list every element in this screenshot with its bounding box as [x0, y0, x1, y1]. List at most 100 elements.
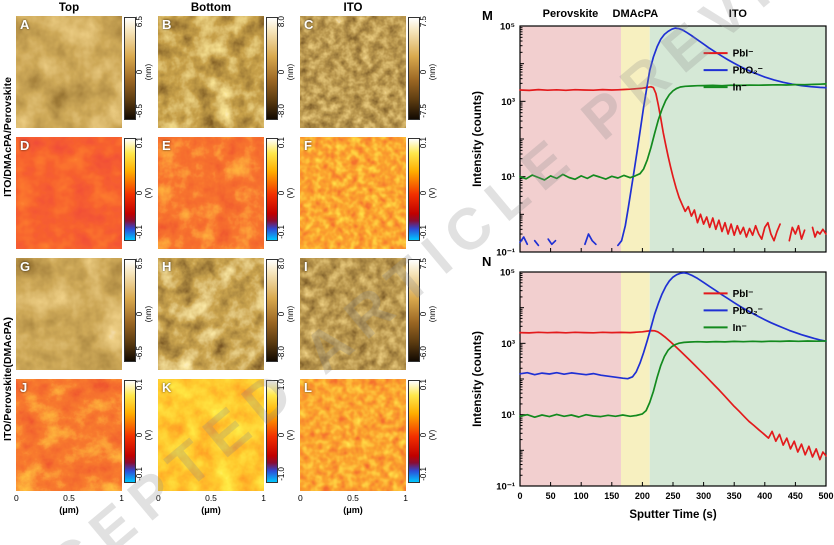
colorbar-unit-label: (nm)	[144, 305, 153, 323]
colorbar-min-label: -6.5	[135, 346, 144, 360]
afm-grid: A 6.5 0 -6.5 (nm) B 8.0 0 -8.0 (nm) C 7.5 0 -7.5 (nm) D…	[16, 16, 442, 500]
afm-panel-F: F 0.1 0 -0.1 (V)	[300, 137, 442, 258]
colorbar-unit-label: (nm)	[428, 305, 437, 323]
y-tick-label: 10⁻¹	[496, 248, 515, 259]
scan-axis-col-0: 0 0.5 1 (μm)	[14, 493, 124, 523]
panel-letter-J: J	[20, 380, 28, 395]
colorbar-max-label: 8.0	[277, 258, 286, 270]
scan-tick-05: 0.5	[205, 493, 217, 503]
colorbar-zero-label: 0	[277, 69, 286, 75]
panel-letter-M: M	[482, 8, 493, 23]
row-group-label-dmacpa-in: ITO/Perovskite(DMAcPA)	[2, 317, 14, 441]
colorbar-gradient	[408, 17, 420, 120]
colorbar-zero-label: 0	[419, 432, 428, 438]
colorbar-zero-label: 0	[419, 69, 428, 75]
legend: PbI⁻ PbO₂⁻ In⁻	[703, 49, 763, 94]
x-tick-label: 100	[574, 491, 589, 501]
afm-image-I: I	[300, 258, 406, 370]
x-tick-label: 50	[546, 491, 556, 501]
colorbar-max-label: 0.1	[277, 137, 286, 149]
scan-tick-0: 0	[156, 493, 161, 503]
afm-image-G: G	[16, 258, 122, 370]
afm-panel-C: C 7.5 0 -7.5 (nm)	[300, 16, 442, 137]
plot-frame	[519, 25, 827, 253]
legend-label-PbO₂⁻: PbO₂⁻	[733, 306, 763, 317]
colorbar-unit-label: (V)	[144, 187, 153, 199]
y-tick-label: 10⁵	[500, 22, 515, 33]
x-tick-label: 150	[604, 491, 619, 501]
plot-frame	[519, 271, 827, 487]
afm-image-C: C	[300, 16, 406, 128]
colorbar-zero-label: 0	[277, 432, 286, 438]
colorbar-B: 8.0 0 -8.0 (nm)	[266, 16, 298, 128]
series-PbO₂⁻	[519, 271, 827, 380]
afm-panel-I: I 7.5 0 -6.0 (nm)	[300, 258, 442, 379]
series-In⁻	[519, 340, 827, 419]
afm-image-D: D	[16, 137, 122, 249]
afm-panel-A: A 6.5 0 -6.5 (nm)	[16, 16, 158, 137]
colorbar-gradient	[266, 380, 278, 483]
colorbar-gradient	[124, 380, 136, 483]
colorbar-max-label: 6.5	[135, 258, 144, 270]
scan-tick-1: 1	[403, 493, 408, 503]
colorbar-min-label: -0.1	[277, 225, 286, 239]
legend: PbI⁻ PbO₂⁻ In⁻	[703, 289, 763, 334]
x-tick-label: 250	[665, 491, 680, 501]
colorbar-gradient	[266, 17, 278, 120]
x-tick-label: 300	[696, 491, 711, 501]
colorbar-max-label: 6.5	[135, 16, 144, 28]
colorbar-gradient	[408, 259, 420, 362]
colorbar-max-label: 1.0	[277, 379, 286, 391]
colorbar-I: 7.5 0 -6.0 (nm)	[408, 258, 440, 370]
colorbar-max-label: 8.0	[277, 16, 286, 28]
colorbar-L: 0.1 0 -0.1 (V)	[408, 379, 440, 491]
colorbar-gradient	[124, 17, 136, 120]
panel-letter-H: H	[162, 259, 172, 274]
panel-letter-C: C	[304, 17, 314, 32]
scan-tick-0: 0	[298, 493, 303, 503]
colorbar-min-label: -0.1	[135, 225, 144, 239]
region-DMAcPA	[620, 26, 650, 252]
scan-tick-1: 1	[261, 493, 266, 503]
colorbar-max-label: 0.1	[135, 379, 144, 391]
colorbar-zero-label: 0	[419, 190, 428, 196]
y-axis-title: Intensity (counts)	[472, 91, 484, 187]
region-Perovskite	[520, 272, 621, 486]
panel-letter-A: A	[20, 17, 30, 32]
series-PbI⁻	[519, 85, 827, 242]
colorbar-gradient	[408, 380, 420, 483]
x-tick-label: 350	[727, 491, 742, 501]
colorbar-zero-label: 0	[135, 69, 144, 75]
scan-axis-unit: (μm)	[59, 505, 79, 515]
chart-M: Perovskite DMAcPA ITO M 10⁻¹ 10¹ 10³ 10⁵ PbI⁻ PbO…	[472, 8, 827, 259]
colorbar-gradient	[124, 138, 136, 241]
panel-letter-I: I	[304, 259, 308, 274]
chart-regions	[520, 272, 826, 486]
legend-label-PbO₂⁻: PbO₂⁻	[733, 66, 763, 77]
y-tick-label: 10¹	[501, 172, 515, 183]
colorbar-H: 8.0 0 -8.0 (nm)	[266, 258, 298, 370]
afm-image-K: K	[158, 379, 264, 491]
afm-panel-E: E 0.1 0 -0.1 (V)	[158, 137, 300, 258]
charts-section: Perovskite DMAcPA ITO M 10⁻¹ 10¹ 10³ 10⁵ PbI⁻ PbO…	[470, 0, 834, 545]
colorbar-max-label: 0.1	[419, 379, 428, 391]
afm-image-L: L	[300, 379, 406, 491]
afm-image-B: B	[158, 16, 264, 128]
scan-tick-0: 0	[14, 493, 19, 503]
x-tick-label: 200	[635, 491, 650, 501]
panel-letter-G: G	[20, 259, 31, 274]
colorbar-min-label: -8.0	[277, 104, 286, 118]
scan-tick-05: 0.5	[63, 493, 75, 503]
colorbar-F: 0.1 0 -0.1 (V)	[408, 137, 440, 249]
scan-axes: 0 0.5 1 (μm) 0 0.5 1 (μm) 0 0.5 1 (μm)	[0, 493, 460, 527]
afm-panel-D: D 0.1 0 -0.1 (V)	[16, 137, 158, 258]
colorbar-zero-label: 0	[277, 190, 286, 196]
scan-tick-05: 0.5	[347, 493, 359, 503]
colorbar-D: 0.1 0 -0.1 (V)	[124, 137, 156, 249]
colorbar-min-label: -1.0	[277, 467, 286, 481]
panel-letter-F: F	[304, 138, 312, 153]
colorbar-min-label: -6.0	[419, 346, 428, 360]
colorbar-C: 7.5 0 -7.5 (nm)	[408, 16, 440, 128]
panel-letter-B: B	[162, 17, 172, 32]
panel-letter-N: N	[482, 254, 491, 269]
